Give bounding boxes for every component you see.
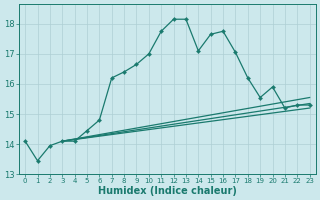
X-axis label: Humidex (Indice chaleur): Humidex (Indice chaleur) [98,186,237,196]
